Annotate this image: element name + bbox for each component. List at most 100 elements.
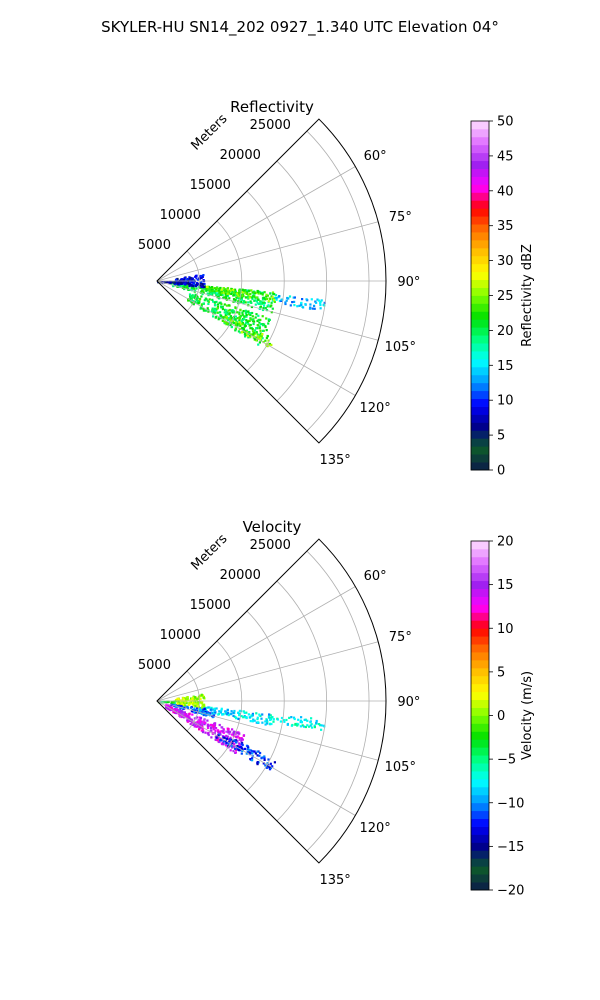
echo-pixel xyxy=(179,284,182,287)
echo-pixel xyxy=(237,711,240,714)
echo-pixel xyxy=(210,310,213,313)
echo-pixel xyxy=(239,331,242,334)
echo-pixel xyxy=(238,292,241,295)
echo-pixel xyxy=(233,747,237,750)
echo-pixel xyxy=(221,291,224,295)
echo-pixel xyxy=(193,710,196,714)
colorbar-band xyxy=(471,224,489,233)
echo-pixel xyxy=(259,323,262,326)
echo-pixel xyxy=(211,290,214,293)
echo-pixel xyxy=(184,283,187,286)
reflectivity-polar-grid xyxy=(156,118,387,444)
echo-pixel xyxy=(209,726,212,729)
echo-pixel xyxy=(238,744,241,747)
colorbar-band xyxy=(471,144,489,154)
echo-pixel xyxy=(205,714,208,717)
echo-pixel xyxy=(268,722,271,725)
echo-pixel xyxy=(255,327,258,330)
colorbar-band xyxy=(471,398,489,407)
echo-pixel xyxy=(216,286,219,290)
echo-pixel xyxy=(300,303,303,306)
echo-pixel xyxy=(236,311,239,314)
echo-pixel xyxy=(292,716,296,719)
echo-pixel xyxy=(199,721,203,724)
echo-pixel xyxy=(234,315,237,318)
echo-pixel xyxy=(226,735,229,738)
echo-pixel xyxy=(257,336,260,339)
echo-pixel xyxy=(234,327,237,330)
colorbar-band xyxy=(471,176,489,185)
colorbar-band xyxy=(471,715,489,724)
echo-pixel xyxy=(167,705,170,709)
echo-pixel xyxy=(276,718,279,721)
colorbar-tick-label: 40 xyxy=(497,184,514,199)
echo-pixel xyxy=(248,324,251,327)
echo-pixel xyxy=(317,299,320,302)
echo-pixel xyxy=(236,748,239,751)
echo-pixel xyxy=(196,720,200,723)
echo-pixel xyxy=(245,315,248,318)
echo-pixel xyxy=(255,300,258,303)
echo-pixel xyxy=(210,723,213,726)
echo-pixel xyxy=(230,710,233,713)
echo-pixel xyxy=(251,297,254,301)
echo-pixel xyxy=(203,706,206,709)
radial-tick-label: 10000 xyxy=(160,208,201,223)
colorbar-band xyxy=(471,548,489,558)
echo-pixel xyxy=(241,749,244,752)
echo-pixel xyxy=(259,334,262,337)
echo-pixel xyxy=(238,737,241,740)
echo-pixel xyxy=(272,720,275,723)
colorbar-band xyxy=(471,311,489,320)
echo-pixel xyxy=(203,708,206,711)
echo-pixel xyxy=(170,707,173,710)
echo-pixel xyxy=(205,285,209,288)
echo-pixel xyxy=(264,307,267,310)
colorbar-band xyxy=(471,390,489,400)
echo-pixel xyxy=(176,702,179,705)
echo-pixel xyxy=(166,707,170,710)
echo-pixel xyxy=(198,709,201,712)
echo-pixel xyxy=(187,280,190,284)
echo-pixel xyxy=(301,298,304,301)
echo-pixel xyxy=(200,712,203,715)
echo-pixel xyxy=(208,293,211,296)
echo-pixel xyxy=(188,716,191,719)
colorbar-tick-label: 25 xyxy=(497,289,514,304)
echo-pixel xyxy=(323,725,326,728)
colorbar-band xyxy=(471,462,489,471)
echo-pixel xyxy=(220,709,223,712)
colorbar-band xyxy=(471,184,489,193)
echo-pixel xyxy=(247,331,250,334)
echo-pixel xyxy=(213,723,217,726)
echo-pixel xyxy=(219,293,222,296)
echo-pixel xyxy=(323,301,326,304)
echo-pixel xyxy=(303,718,306,721)
echo-pixel xyxy=(310,723,313,726)
colorbar-band xyxy=(471,794,489,804)
echo-pixel xyxy=(198,726,201,729)
echo-pixel xyxy=(232,310,235,313)
echo-pixel xyxy=(232,288,235,291)
colorbar-band xyxy=(471,366,489,376)
echo-pixel xyxy=(240,298,243,301)
colorbar-band xyxy=(471,271,489,281)
colorbar-band xyxy=(471,747,489,756)
echo-pixel xyxy=(241,323,244,326)
echo-pixel xyxy=(209,287,212,291)
echo-pixel xyxy=(227,316,230,320)
echo-pixel xyxy=(235,321,238,324)
echo-pixel xyxy=(221,305,224,308)
colorbar-tick-label: 20 xyxy=(497,535,514,550)
echo-pixel xyxy=(256,763,259,766)
echo-pixel xyxy=(271,296,274,299)
echo-pixel xyxy=(166,704,169,707)
echo-pixel xyxy=(269,718,272,721)
echo-pixel xyxy=(245,711,248,714)
echo-pixel xyxy=(202,302,205,305)
echo-pixel xyxy=(231,310,234,313)
echo-pixel xyxy=(242,310,245,313)
colorbar-band xyxy=(471,335,489,344)
echo-pixel xyxy=(244,323,247,326)
echo-pixel xyxy=(250,296,254,299)
